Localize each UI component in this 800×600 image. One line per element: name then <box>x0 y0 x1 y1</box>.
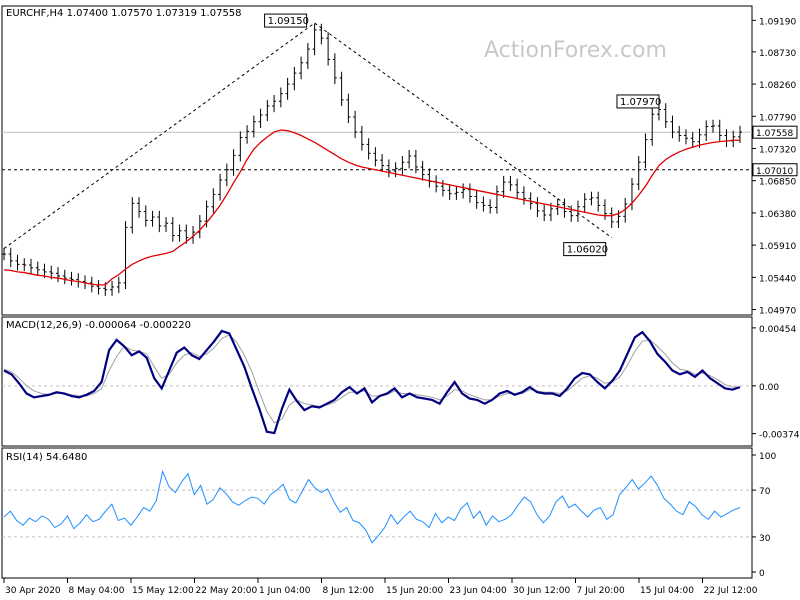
rsi-title: RSI(14) 54.6480 <box>6 452 87 463</box>
price-y-tick-label: 1.06380 <box>759 210 796 220</box>
price-y-tick-label: 1.06850 <box>759 178 796 188</box>
price-y-tick-label: 1.08260 <box>759 81 796 91</box>
rsi-plot <box>2 469 752 544</box>
level-price-tag <box>752 163 798 177</box>
level-price-label: 1.07010 <box>756 167 793 177</box>
price-y-tick-label: 1.08730 <box>759 49 796 59</box>
watermark: ActionForex.com <box>484 38 667 63</box>
price-y-tick-label: 1.09190 <box>759 17 796 27</box>
price-title: EURCHF,H4 1.07400 1.07570 1.07319 1.0755… <box>6 8 242 19</box>
price-plot: 1.09150 1.07970 1.06020 <box>2 13 752 296</box>
macd-y-tick-label: 0.00454 <box>759 325 796 335</box>
x-tick-label: 30 Jun 12:00 <box>513 586 570 596</box>
price-annotation-box <box>563 242 607 257</box>
rsi-y-tick-label: 70 <box>759 487 771 497</box>
current-price-tag <box>752 125 798 139</box>
price-annotation-box <box>616 94 660 109</box>
macd-plot <box>2 329 752 435</box>
price-annotation-label: 1.09150 <box>268 16 309 27</box>
axes: 1.09190 1.08730 1.08260 1.07790 1.07320 1.068… <box>3 17 800 596</box>
x-tick-label: 7 Jul 20:00 <box>577 586 626 596</box>
moving-average-line <box>3 129 740 286</box>
x-tick-label: 8 Jun 12:00 <box>323 586 375 596</box>
price-y-tick-label: 1.04970 <box>759 307 796 317</box>
rsi-y-tick-label: 100 <box>759 452 776 462</box>
rsi-panel <box>1 447 753 579</box>
price-annotation-label: 1.06020 <box>567 245 608 256</box>
rsi-line <box>3 469 741 544</box>
rsi-y-tick-label: 0 <box>759 569 765 579</box>
price-annotation-box <box>264 13 308 28</box>
macd-panel <box>1 316 753 447</box>
x-tick-label: 15 Jul 04:00 <box>640 586 694 596</box>
x-tick-label: 30 Apr 2020 <box>5 586 61 596</box>
x-tick-label: 22 Jul 12:00 <box>704 586 758 596</box>
trend-line-up <box>3 22 315 249</box>
x-tick-label: 8 May 04:00 <box>69 586 125 596</box>
current-price-label: 1.07558 <box>756 129 793 139</box>
trend-line-down <box>314 22 612 239</box>
x-tick-label: 15 Jun 20:00 <box>386 586 443 596</box>
price-y-tick-label: 1.05440 <box>759 274 796 284</box>
rsi-y-tick-label: 30 <box>759 534 771 544</box>
macd-y-tick-label: 0.00 <box>759 383 779 393</box>
macd-y-tick-label: -0.003745 <box>759 431 800 441</box>
x-tick-label: 15 May 12:00 <box>132 586 194 596</box>
x-tick-label: 22 May 20:00 <box>196 586 258 596</box>
price-y-tick-label: 1.07790 <box>759 113 796 123</box>
macd-line <box>3 329 741 435</box>
price-y-tick-label: 1.07320 <box>759 146 796 156</box>
x-tick-label: 1 Jun 04:00 <box>259 586 311 596</box>
price-y-tick-label: 1.05910 <box>759 242 796 252</box>
price-annotation-label: 1.07970 <box>620 97 661 108</box>
x-tick-label: 23 Jun 04:00 <box>450 586 507 596</box>
macd-title: MACD(12,26,9) -0.000064 -0.000220 <box>6 320 191 331</box>
